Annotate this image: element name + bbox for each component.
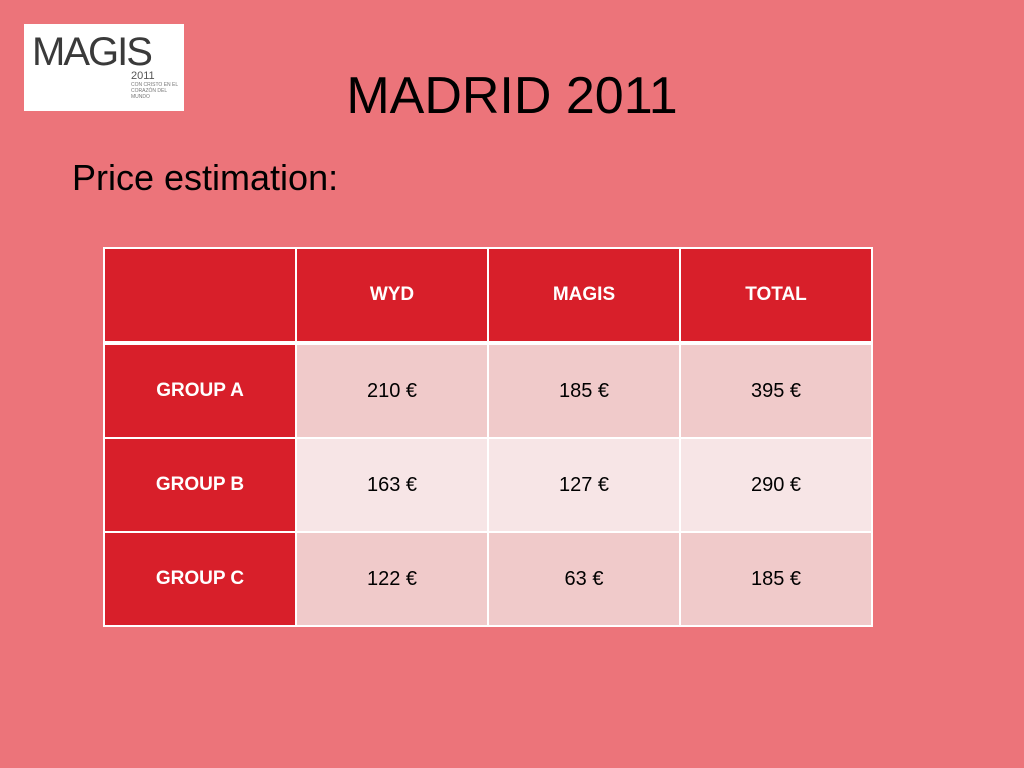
cell-group-a-magis: 185 €	[487, 342, 681, 439]
cell-group-b-wyd: 163 €	[295, 437, 489, 533]
table-row-group-c: GROUP C 122 € 63 € 185 €	[103, 531, 873, 627]
table-row-group-b: GROUP B 163 € 127 € 290 €	[103, 437, 873, 533]
table-corner-cell	[103, 247, 297, 345]
row-label-group-b: GROUP B	[103, 437, 297, 533]
logo-wordmark: MAGIS	[32, 30, 153, 74]
row-label-group-c: GROUP C	[103, 531, 297, 627]
price-table: WYD MAGIS TOTAL GROUP A 210 € 185 € 395 …	[103, 247, 873, 627]
cell-group-c-magis: 63 €	[487, 531, 681, 627]
column-header-total: TOTAL	[679, 247, 873, 345]
cell-group-b-magis: 127 €	[487, 437, 681, 533]
cell-group-b-total: 290 €	[679, 437, 873, 533]
cell-group-a-total: 395 €	[679, 342, 873, 439]
column-header-wyd: WYD	[295, 247, 489, 345]
table-header-row: WYD MAGIS TOTAL	[103, 247, 873, 345]
slide-subtitle: Price estimation:	[72, 157, 339, 198]
logo-year: 2011	[131, 70, 155, 82]
cell-group-c-total: 185 €	[679, 531, 873, 627]
cell-group-c-wyd: 122 €	[295, 531, 489, 627]
logo-tagline: CON CRISTO EN EL CORAZÓN DEL MUNDO	[131, 82, 178, 100]
row-label-group-a: GROUP A	[103, 342, 297, 439]
column-header-magis: MAGIS	[487, 247, 681, 345]
magis-logo: MAGIS 2011 CON CRISTO EN EL CORAZÓN DEL …	[24, 24, 184, 111]
slide-title: MADRID 2011	[346, 67, 678, 125]
table-row-group-a: GROUP A 210 € 185 € 395 €	[103, 342, 873, 439]
cell-group-a-wyd: 210 €	[295, 342, 489, 439]
